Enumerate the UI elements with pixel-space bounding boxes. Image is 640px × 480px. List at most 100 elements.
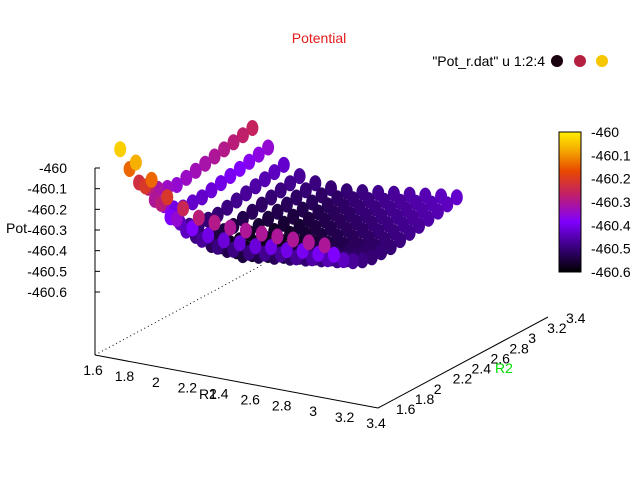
data-point [271, 203, 284, 220]
data-point [262, 210, 275, 227]
y-axis-label: R2 [495, 360, 513, 376]
data-point [170, 177, 183, 193]
data-point [177, 200, 190, 217]
y-tick-label: 2.4 [472, 361, 492, 377]
data-point [233, 160, 246, 177]
data-point [346, 253, 359, 270]
data-point [441, 196, 454, 213]
data-point [302, 234, 315, 251]
legend-swatch-yellow [596, 55, 608, 67]
data-point [208, 214, 221, 231]
data-point [255, 196, 268, 213]
y-tick-label: 3.4 [566, 310, 586, 326]
x-axis-label: R1 [199, 386, 217, 402]
data-point [309, 175, 322, 192]
data-points [114, 120, 463, 270]
x-tick-label: 1.6 [83, 362, 103, 378]
y-tick-label: 1.6 [396, 401, 416, 417]
data-point [293, 168, 306, 185]
legend-swatch-dark [551, 55, 563, 67]
z-axis-ticks: -460 -460.1 -460.2 -460.3 -460.4 -460.5 -460.6 [27, 160, 100, 300]
x-axis-ticks: 1.6 1.8 2 2.2 2.4 2.6 2.8 3 3.2 3.4 [83, 362, 386, 431]
data-point [186, 194, 199, 211]
data-point [365, 249, 378, 266]
x-tick-label: 2.8 [272, 397, 292, 413]
x-tick-label: 2.4 [209, 386, 229, 402]
data-point [221, 199, 234, 216]
y-tick-label: 2.6 [490, 350, 510, 366]
data-point [280, 196, 293, 213]
y-tick-label: 3.2 [547, 320, 567, 336]
colorbar-tick-label: -460.6 [591, 264, 631, 280]
data-point [199, 155, 212, 172]
colorbar-tick-label: -460.3 [591, 194, 631, 210]
data-point [318, 237, 331, 254]
data-point [233, 235, 246, 252]
data-point [192, 209, 205, 226]
data-point [189, 162, 202, 179]
colorbar-tick-label: -460.4 [591, 217, 631, 233]
data-point [394, 232, 407, 249]
x-tick-label: 2.6 [240, 391, 260, 407]
z-tick-label: -460.6 [27, 284, 67, 300]
data-point [277, 156, 290, 173]
data-point [246, 120, 259, 136]
data-point [255, 225, 268, 242]
colorbar [558, 131, 582, 273]
z-axis-label: Pot [6, 220, 27, 236]
data-point [356, 252, 369, 269]
data-point [262, 139, 275, 156]
z-tick-label: -460.4 [27, 243, 67, 259]
data-point [196, 189, 208, 206]
colorbar-tick-label: -460.1 [591, 147, 631, 163]
data-point [403, 224, 416, 241]
chart-title: Potential [292, 30, 346, 46]
data-point [284, 175, 297, 192]
z-tick-label: -460.3 [27, 222, 67, 238]
colorbar-tick-label: -460.5 [591, 241, 631, 257]
y-tick-label: 3 [528, 330, 536, 346]
data-point [258, 171, 271, 188]
data-point [180, 169, 193, 186]
data-point [249, 238, 262, 255]
data-point [227, 134, 240, 151]
data-point [252, 146, 265, 163]
data-point [145, 171, 158, 188]
data-point [431, 203, 444, 220]
data-point [208, 148, 221, 165]
data-point [337, 252, 350, 269]
data-point [375, 244, 388, 261]
data-point [268, 164, 281, 181]
data-point [224, 219, 237, 236]
colorbar-tick-label: -460 [591, 124, 619, 140]
data-point [287, 231, 300, 248]
data-point [236, 127, 249, 144]
y-tick-label: 2.8 [509, 340, 529, 356]
data-point [249, 178, 262, 195]
data-point [114, 141, 127, 158]
x-tick-label: 1.8 [115, 368, 135, 384]
legend-label: "Pot_r.dat" u 1:2:4 [432, 53, 545, 69]
data-point [271, 228, 284, 245]
data-point [205, 182, 218, 199]
data-point [218, 141, 231, 158]
x-tick-label: 3.2 [335, 409, 355, 425]
data-point [214, 175, 227, 192]
z-tick-label: -460.2 [27, 201, 67, 217]
y-tick-label: 2 [434, 381, 442, 397]
y-axis-ticks: 1.61.82 2.22.42.62.83 3.23.4 [396, 310, 586, 417]
y-tick-label: 2.2 [453, 371, 473, 387]
data-point [161, 189, 174, 206]
z-tick-label: -460 [39, 160, 67, 176]
data-point [422, 210, 435, 227]
data-point [239, 222, 252, 239]
data-point [265, 189, 278, 206]
data-point [299, 182, 312, 199]
data-point [450, 189, 463, 206]
x-tick-label: 3.4 [366, 415, 386, 431]
data-point [274, 182, 287, 199]
data-point [217, 232, 230, 249]
colorbar-tick-label: -460.2 [591, 171, 631, 187]
z-tick-label: -460.1 [27, 181, 67, 197]
